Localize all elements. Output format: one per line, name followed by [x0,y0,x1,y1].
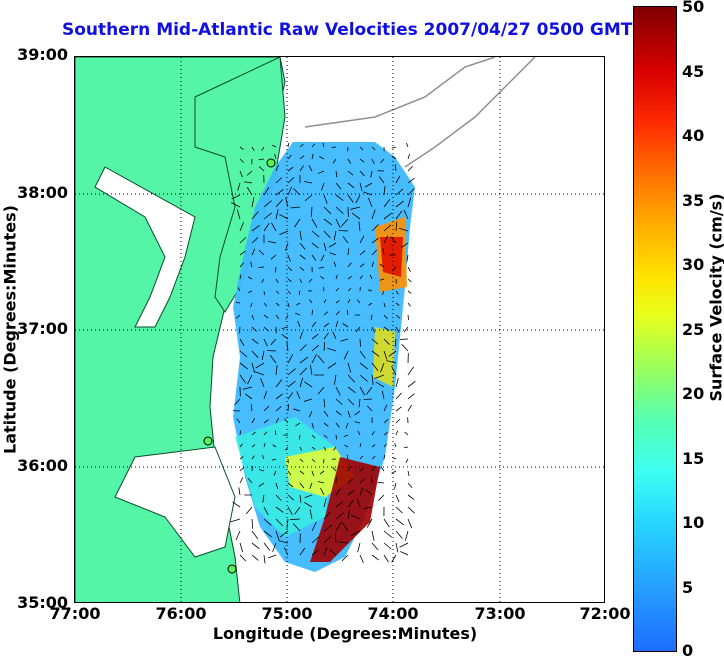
radar-station-marker [204,437,212,445]
velocity-region-red [380,237,403,277]
bathymetry-contour [305,57,495,127]
y-axis-label: Latitude (Degrees:Minutes) [1,200,20,460]
x-tick: 77:00 [40,604,110,623]
colorbar-tick: 45 [682,62,722,81]
x-axis-label: Longitude (Degrees:Minutes) [200,624,490,643]
colorbar-tick: 5 [682,578,722,597]
bathymetry-contour-2 [405,57,535,167]
colorbar [633,6,677,652]
x-tick: 74:00 [358,604,428,623]
radar-station-marker [267,159,275,167]
map-plot [74,56,605,603]
map-title: Southern Mid-Atlantic Raw Velocities 200… [62,20,632,40]
colorbar-tick: 0 [682,641,722,660]
colorbar-tick: 40 [682,126,722,145]
colorbar-tick: 10 [682,513,722,532]
map-canvas [75,57,605,603]
x-tick: 76:00 [146,604,216,623]
colorbar-label: Surface Velocity (cm/s) [707,168,724,428]
x-tick: 73:00 [465,604,535,623]
colorbar-tick: 50 [682,0,722,16]
radar-station-marker [228,565,236,573]
x-tick: 72:00 [570,604,640,623]
x-tick: 75:00 [252,604,322,623]
y-tick: 39:00 [8,45,68,64]
colorbar-tick: 15 [682,449,722,468]
